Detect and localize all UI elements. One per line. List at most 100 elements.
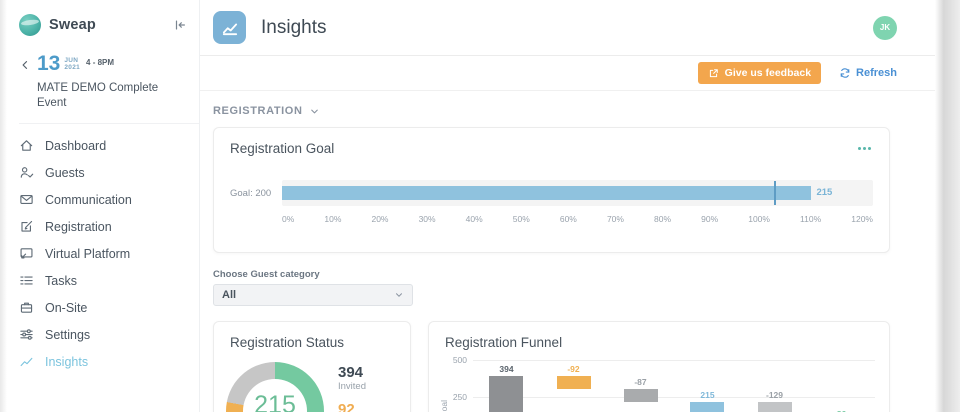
avatar[interactable]: JK bbox=[873, 15, 897, 40]
event-year: 2021 bbox=[64, 64, 81, 71]
insights-icon bbox=[20, 357, 33, 367]
gridline bbox=[473, 397, 875, 398]
waterfall-bar-label: -92 bbox=[567, 363, 580, 374]
waterfall-bar bbox=[757, 402, 792, 412]
registration-goal-card: Registration Goal Goal: 200 215 0% 10% 20%… bbox=[213, 127, 890, 253]
collapse-sidebar-icon[interactable] bbox=[173, 18, 187, 32]
event-time: 4 - 8PM bbox=[86, 58, 115, 67]
sidebar-item-settings[interactable]: Settings bbox=[19, 321, 199, 348]
waterfall-bar-label: 215 bbox=[700, 390, 715, 401]
status-card-title: Registration Status bbox=[230, 335, 345, 350]
registered-count: 215 bbox=[254, 390, 296, 412]
guest-category-filter: Choose Guest category All bbox=[213, 269, 890, 306]
section-label: REGISTRATION bbox=[213, 105, 303, 117]
waterfall-bar-label: -129 bbox=[765, 390, 784, 401]
back-chevron-icon[interactable] bbox=[19, 58, 31, 111]
content: REGISTRATION Registration Goal Goal: 200 bbox=[200, 91, 935, 412]
axis-tick: 30% bbox=[418, 214, 436, 224]
goal-label: Goal: 200 bbox=[230, 187, 272, 199]
insights-page-icon bbox=[213, 11, 246, 44]
sidebar-item-on-site[interactable]: On-Site bbox=[19, 294, 199, 321]
registration-status-card: Registration Status 215 Registered 394In… bbox=[213, 321, 411, 412]
goal-100pct-marker bbox=[773, 181, 776, 205]
app-window: Sweap 13 JUN 2021 4 - 8PM bbox=[7, 0, 935, 412]
home-icon bbox=[20, 140, 33, 151]
sidebar-item-tasks[interactable]: Tasks bbox=[19, 267, 199, 294]
waterfall-bar-label: 394 bbox=[499, 363, 514, 374]
axis-tick: 70% bbox=[606, 214, 624, 224]
guest-category-select[interactable]: All bbox=[213, 284, 413, 306]
axis-tick: 90% bbox=[701, 214, 719, 224]
registration-funnel-card: Registration Funnel Goal 500 250 394 -92 -87… bbox=[428, 321, 890, 412]
event-date: 13 JUN 2021 4 - 8PM bbox=[37, 53, 187, 74]
refresh-icon bbox=[840, 68, 850, 78]
registration-icon bbox=[21, 220, 33, 232]
registration-section-toggle[interactable]: REGISTRATION bbox=[213, 105, 890, 117]
sidebar: Sweap 13 JUN 2021 4 - 8PM bbox=[7, 0, 200, 412]
sidebar-item-label: Dashboard bbox=[45, 138, 107, 153]
axis-tick: 10% bbox=[324, 214, 342, 224]
goal-card-title: Registration Goal bbox=[230, 141, 335, 156]
sidebar-item-label: On-Site bbox=[45, 300, 88, 315]
funnel-y-axis-label: Goal bbox=[438, 400, 449, 412]
card-menu-icon[interactable] bbox=[856, 145, 873, 152]
filter-label: Choose Guest category bbox=[213, 269, 320, 280]
sidebar-item-communication[interactable]: Communication bbox=[19, 186, 199, 213]
chevron-down-icon bbox=[310, 109, 318, 113]
onsite-icon bbox=[20, 302, 33, 313]
waterfall-bar-label: -87 bbox=[634, 377, 647, 388]
sidebar-item-label: Communication bbox=[45, 192, 132, 207]
funnel-waterfall-chart: 500 250 394 -92 -87 215 -129 86 bbox=[453, 355, 875, 412]
goal-fill-bar bbox=[282, 186, 812, 200]
window-right-edge bbox=[935, 0, 960, 412]
main-area: Insights JK Give us feedback Refresh REG… bbox=[200, 0, 935, 412]
axis-tick: 110% bbox=[800, 214, 822, 224]
registration-status-donut: 215 Registered bbox=[226, 362, 324, 412]
axis-tick: 80% bbox=[654, 214, 672, 224]
sidebar-item-virtual-platform[interactable]: Virtual Platform bbox=[19, 240, 199, 267]
sidebar-item-label: Virtual Platform bbox=[45, 246, 131, 261]
sweap-logo-icon bbox=[19, 14, 41, 36]
axis-tick: 50% bbox=[512, 214, 530, 224]
refresh-button[interactable]: Refresh bbox=[839, 67, 897, 79]
guests-icon bbox=[20, 167, 34, 178]
refresh-label: Refresh bbox=[856, 67, 897, 79]
sidebar-item-label: Guests bbox=[45, 165, 85, 180]
status-stats: 394Invited92No Reply bbox=[338, 362, 377, 412]
window-left-edge bbox=[0, 0, 7, 412]
sidebar-nav: Dashboard Guests Communication Registration… bbox=[19, 124, 199, 375]
waterfall-bar bbox=[489, 375, 524, 412]
event-month: JUN bbox=[64, 57, 79, 64]
stat-value: 394 bbox=[338, 364, 364, 381]
axis-tick: 100% bbox=[748, 214, 770, 224]
waterfall-bar bbox=[623, 389, 658, 403]
sidebar-item-label: Insights bbox=[45, 354, 89, 369]
chevron-down-icon bbox=[396, 293, 402, 297]
sidebar-item-insights[interactable]: Insights bbox=[19, 348, 199, 375]
sidebar-item-registration[interactable]: Registration bbox=[19, 213, 199, 240]
give-feedback-button[interactable]: Give us feedback bbox=[697, 62, 822, 84]
axis-tick: 120% bbox=[851, 214, 873, 224]
topbar: Insights JK bbox=[200, 0, 935, 56]
page-title: Insights bbox=[261, 16, 327, 38]
waterfall-bar bbox=[690, 402, 725, 412]
event-selector[interactable]: 13 JUN 2021 4 - 8PM MATE DEMO Complete E… bbox=[19, 40, 199, 124]
goal-axis: 0% 10% 20% 30% 40% 50% 60% 70% 80% 90% 100% 110% 120… bbox=[282, 214, 873, 224]
sidebar-item-label: Tasks bbox=[45, 273, 77, 288]
event-name: MATE DEMO Complete Event bbox=[37, 82, 159, 109]
logo-text: Sweap bbox=[49, 17, 96, 33]
axis-tick: 40% bbox=[465, 214, 483, 224]
sidebar-item-dashboard[interactable]: Dashboard bbox=[19, 132, 199, 159]
sidebar-item-guests[interactable]: Guests bbox=[19, 159, 199, 186]
settings-icon bbox=[20, 329, 33, 340]
goal-track: 215 bbox=[282, 180, 873, 206]
waterfall-bar bbox=[556, 375, 591, 390]
charts-row: Registration Status 215 Registered 394In… bbox=[213, 321, 890, 412]
logo-row: Sweap bbox=[19, 10, 199, 40]
stat-label: Invited bbox=[338, 381, 366, 392]
axis-tick: 60% bbox=[559, 214, 577, 224]
funnel-card-title: Registration Funnel bbox=[445, 335, 563, 350]
sidebar-item-label: Registration bbox=[45, 219, 112, 234]
y-tick-label: 250 bbox=[452, 392, 467, 402]
